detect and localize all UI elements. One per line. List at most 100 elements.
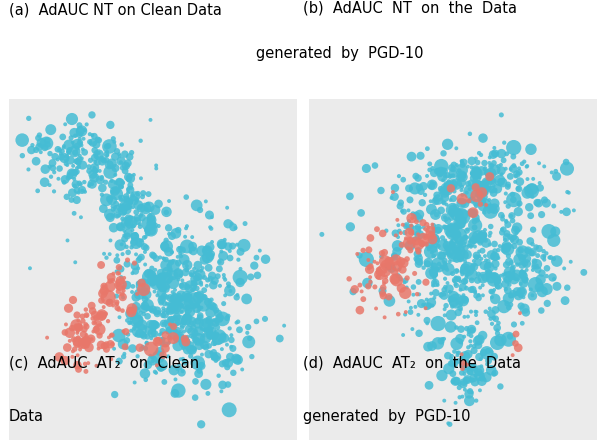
Point bbox=[228, 243, 238, 250]
Point bbox=[457, 351, 467, 358]
Point bbox=[508, 264, 518, 271]
Point bbox=[165, 321, 175, 328]
Point bbox=[442, 201, 451, 208]
Point bbox=[484, 186, 493, 193]
Point bbox=[115, 314, 124, 321]
Point bbox=[165, 294, 175, 301]
Point bbox=[503, 246, 513, 253]
Point bbox=[115, 206, 124, 213]
Point bbox=[476, 179, 485, 187]
Point bbox=[489, 314, 499, 321]
Point bbox=[110, 171, 120, 179]
Point bbox=[144, 220, 153, 227]
Point bbox=[119, 210, 129, 217]
Point bbox=[476, 355, 485, 362]
Point bbox=[490, 253, 500, 260]
Point bbox=[496, 272, 505, 279]
Point bbox=[380, 267, 390, 274]
Point bbox=[132, 240, 141, 247]
Point bbox=[486, 170, 496, 177]
Point bbox=[108, 135, 118, 142]
Point bbox=[159, 295, 168, 302]
Point bbox=[549, 275, 559, 282]
Point bbox=[427, 179, 437, 186]
Point bbox=[396, 275, 405, 282]
Point bbox=[112, 212, 122, 219]
Point bbox=[462, 272, 471, 279]
Point bbox=[501, 165, 511, 172]
Point bbox=[160, 243, 170, 250]
Point bbox=[73, 340, 82, 347]
Point bbox=[485, 270, 495, 277]
Point bbox=[429, 245, 439, 252]
Point bbox=[218, 332, 228, 339]
Point bbox=[539, 256, 549, 263]
Point bbox=[381, 227, 391, 234]
Text: generated  by  PGD-10: generated by PGD-10 bbox=[303, 409, 470, 424]
Point bbox=[191, 291, 201, 298]
Point bbox=[119, 353, 128, 360]
Point bbox=[138, 343, 148, 350]
Point bbox=[184, 326, 193, 333]
Point bbox=[471, 181, 481, 188]
Point bbox=[108, 302, 118, 309]
Point bbox=[533, 252, 542, 259]
Point bbox=[421, 305, 430, 312]
Point bbox=[370, 162, 380, 169]
Point bbox=[188, 324, 198, 331]
Point bbox=[155, 348, 165, 355]
Point bbox=[92, 314, 101, 321]
Point bbox=[407, 326, 417, 333]
Point bbox=[384, 263, 393, 270]
Point bbox=[72, 312, 82, 319]
Point bbox=[193, 320, 203, 327]
Point bbox=[78, 146, 88, 153]
Point bbox=[42, 137, 52, 144]
Point bbox=[135, 239, 145, 246]
Point bbox=[446, 227, 456, 234]
Point bbox=[170, 390, 180, 397]
Point bbox=[460, 200, 470, 207]
Point bbox=[476, 255, 486, 262]
Point bbox=[395, 228, 404, 235]
Point bbox=[534, 245, 544, 252]
Point bbox=[456, 211, 465, 218]
Point bbox=[90, 158, 100, 165]
Point bbox=[513, 185, 523, 192]
Point bbox=[447, 312, 456, 319]
Point bbox=[72, 329, 82, 336]
Point bbox=[209, 303, 219, 310]
Point bbox=[523, 183, 533, 191]
Point bbox=[194, 336, 204, 343]
Point bbox=[490, 248, 500, 255]
Point bbox=[130, 263, 139, 270]
Point bbox=[173, 387, 183, 394]
Point bbox=[99, 283, 109, 290]
Point bbox=[530, 258, 539, 265]
Point bbox=[455, 335, 465, 342]
Point bbox=[59, 155, 69, 162]
Point bbox=[123, 220, 133, 227]
Point bbox=[527, 186, 537, 193]
Point bbox=[275, 335, 285, 342]
Point bbox=[182, 262, 192, 269]
Point bbox=[181, 269, 190, 276]
Point bbox=[87, 180, 97, 187]
Point bbox=[168, 315, 178, 322]
Point bbox=[99, 205, 108, 212]
Point bbox=[490, 187, 500, 194]
Point bbox=[390, 193, 399, 200]
Point bbox=[128, 197, 138, 204]
Point bbox=[405, 196, 415, 203]
Point bbox=[522, 255, 531, 262]
Point bbox=[135, 255, 144, 262]
Point bbox=[64, 175, 73, 182]
Point bbox=[193, 267, 202, 274]
Point bbox=[80, 188, 90, 195]
Point bbox=[124, 215, 133, 222]
Point bbox=[163, 328, 173, 335]
Point bbox=[141, 376, 151, 383]
Point bbox=[150, 267, 160, 274]
Point bbox=[118, 194, 127, 202]
Text: (a)  AdAUC NT on Clean Data: (a) AdAUC NT on Clean Data bbox=[9, 2, 222, 17]
